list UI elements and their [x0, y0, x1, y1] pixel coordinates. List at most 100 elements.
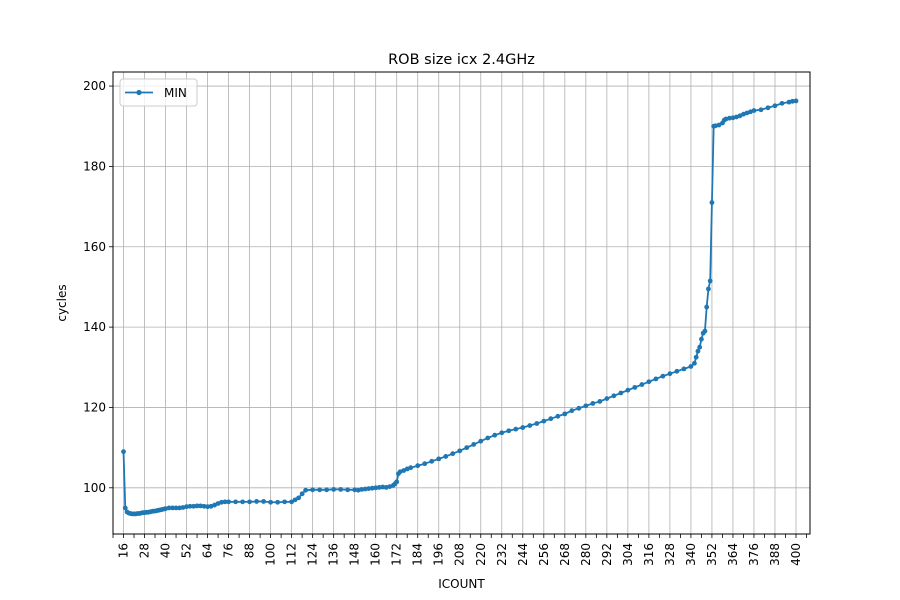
x-tick-label: 268	[558, 543, 572, 566]
x-tick-label: 316	[642, 543, 656, 566]
data-point	[247, 499, 253, 505]
data-point	[443, 454, 449, 459]
data-point	[471, 442, 477, 447]
data-point	[254, 499, 259, 504]
data-point	[660, 373, 666, 379]
data-point	[562, 411, 568, 417]
data-point	[779, 100, 785, 106]
data-point	[191, 503, 196, 509]
x-tick-label: 136	[327, 543, 341, 566]
data-point	[205, 504, 210, 510]
data-point	[695, 348, 701, 354]
x-tick-label: 148	[348, 543, 362, 566]
x-tick-label: 376	[747, 543, 761, 566]
x-tick-label: 100	[264, 543, 278, 566]
x-tick-label: 16	[117, 543, 131, 558]
data-point	[667, 371, 673, 377]
data-point	[303, 487, 309, 493]
data-point	[194, 503, 200, 509]
x-tick-label: 304	[621, 543, 635, 566]
data-point	[485, 435, 491, 441]
x-tick-label: 88	[243, 543, 257, 558]
y-tick-label: 100	[83, 481, 106, 495]
x-tick-label: 232	[495, 543, 509, 566]
legend-marker-sample	[136, 89, 142, 96]
data-point	[618, 390, 624, 396]
x-tick-label: 112	[285, 543, 299, 566]
data-point	[772, 103, 778, 109]
x-tick-label: 76	[222, 543, 236, 558]
data-point	[275, 499, 281, 505]
data-point	[429, 458, 435, 464]
data-point	[625, 387, 631, 393]
x-tick-label: 340	[684, 543, 698, 566]
data-point	[699, 336, 704, 342]
data-point	[369, 485, 375, 491]
data-point	[506, 428, 512, 434]
x-tick-label: 220	[474, 543, 488, 566]
data-point	[292, 497, 298, 503]
x-tick-label: 52	[180, 543, 194, 558]
data-point	[310, 487, 316, 493]
data-point	[457, 448, 463, 454]
data-point	[345, 487, 351, 493]
data-point	[646, 379, 652, 385]
data-point	[706, 286, 711, 292]
data-point	[674, 368, 680, 374]
y-tick-label: 140	[83, 320, 106, 334]
data-point	[555, 413, 561, 419]
data-point	[394, 479, 400, 485]
data-point	[704, 304, 710, 310]
x-tick-label: 244	[516, 543, 530, 566]
data-point	[692, 360, 697, 366]
data-point	[299, 491, 305, 497]
data-point	[338, 487, 344, 492]
data-point	[632, 384, 638, 390]
data-point	[282, 499, 288, 505]
data-point	[576, 405, 582, 411]
x-tick-label: 124	[306, 543, 320, 566]
data-point	[534, 421, 540, 426]
data-point	[611, 393, 617, 399]
data-point	[716, 122, 722, 128]
data-point	[177, 505, 182, 511]
data-point	[478, 438, 484, 444]
data-point	[758, 107, 764, 113]
data-point	[261, 499, 267, 504]
data-point	[688, 364, 694, 369]
data-point	[362, 486, 368, 492]
legend-box	[119, 78, 198, 107]
data-point	[222, 499, 228, 505]
data-point	[166, 505, 172, 511]
data-point	[240, 499, 245, 505]
data-point	[380, 484, 386, 490]
x-tick-label: 160	[369, 543, 383, 566]
data-point	[317, 487, 323, 493]
legend-label: MIN	[164, 86, 187, 100]
x-tick-label: 256	[537, 543, 551, 566]
x-tick-label: 196	[432, 543, 446, 566]
axis-ticks: 16 28 40 52 64 76 88 100 112 124 136 148 160 172 184 19…	[83, 79, 807, 566]
data-point	[201, 503, 207, 509]
data-point	[681, 366, 687, 372]
data-point	[450, 451, 456, 457]
x-tick-label: 64	[201, 543, 215, 558]
data-point	[709, 200, 715, 205]
data-point	[219, 499, 224, 505]
data-point	[415, 463, 421, 469]
x-tick-label: 280	[579, 543, 593, 566]
data-point	[727, 115, 732, 121]
x-axis-label: ICOUNT	[438, 577, 485, 591]
grid-lines	[113, 72, 810, 534]
y-tick-label: 180	[83, 159, 106, 173]
data-point	[170, 505, 175, 511]
x-tick-label: 172	[390, 543, 404, 566]
data-point	[331, 487, 337, 492]
data-point	[464, 445, 470, 451]
x-tick-label: 292	[600, 543, 614, 566]
data-point	[653, 376, 659, 382]
x-tick-label: 184	[411, 543, 425, 566]
data-point	[597, 399, 603, 404]
series-layer	[121, 98, 799, 517]
